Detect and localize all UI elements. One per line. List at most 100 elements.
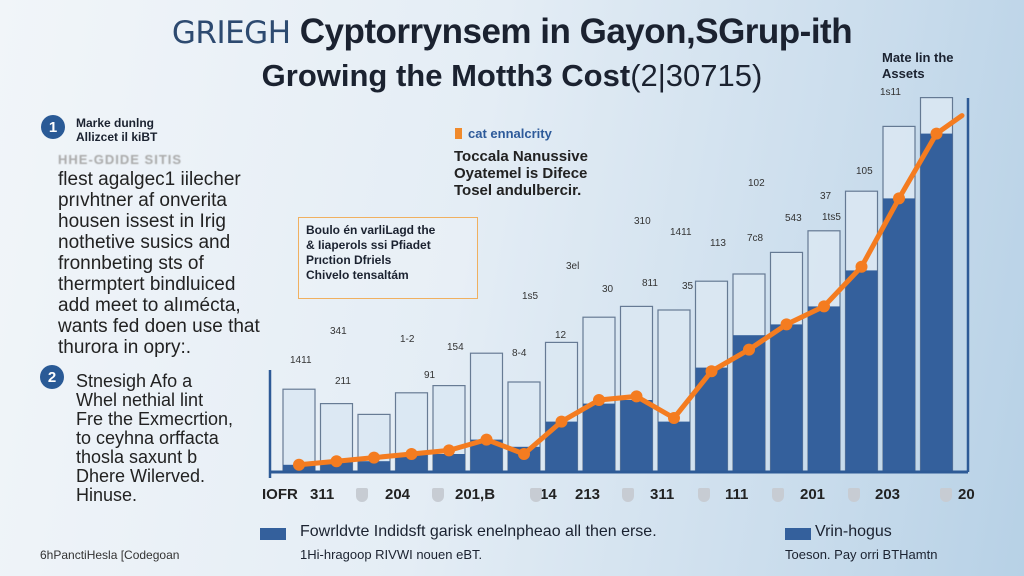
bar-filled (920, 133, 953, 472)
line-point (893, 192, 905, 205)
value-label: 1411 (290, 355, 312, 366)
line-point (555, 415, 568, 428)
line-point (780, 318, 793, 331)
subtitle-main: Growing the Motth3 Cost (261, 58, 631, 93)
value-label: 37 (820, 191, 832, 202)
bar-filled (808, 306, 840, 472)
line-point (593, 394, 605, 406)
text-line: Fre the Exmecrtion, (76, 409, 234, 429)
value-label: 91 (424, 370, 436, 381)
legend-sub-outline: Toeson. Pay orri BTHamtn (785, 547, 938, 562)
shield-icon (772, 488, 784, 502)
bar-filled (395, 454, 428, 472)
step-1-body: flest agalgec1 iilecher prıvhtner af onve… (58, 169, 260, 358)
value-label: 3el (566, 261, 580, 272)
text-line: housen issest in Irig (58, 211, 226, 232)
value-label: 1-2 (400, 334, 415, 345)
shield-icon (622, 488, 634, 502)
blurred-line: HHE-GDIDE SITIS (58, 152, 183, 167)
value-label: 1s5 (522, 291, 539, 302)
line-point (668, 412, 680, 424)
line-legend-swatch (455, 128, 462, 139)
value-label: 7c8 (747, 233, 764, 244)
value-label: 211 (335, 376, 351, 387)
callout-box: Boulo én varliLagd the & Iiaperols ssi Pf… (298, 217, 478, 299)
text-line: Toccala Nanussive (454, 148, 588, 165)
line-point (855, 260, 868, 273)
text-line: flest agalgec1 iilecher (58, 169, 241, 190)
text-line: thermptert bindluiced (58, 274, 236, 295)
text-line: Prıction Dfriels (306, 253, 392, 267)
text-line: Chivelo tensaltám (306, 268, 409, 282)
legend-label-outline: Vrin-hogus (815, 523, 892, 540)
value-label: 1s11 (880, 87, 901, 98)
chart-title-line1: GRIEGH Cyptorrynsem in Gayon,SGrup-ith (0, 12, 1024, 52)
line-point (480, 433, 493, 446)
line-legend: cat ennalcrity (455, 126, 552, 141)
bar-filled (883, 198, 915, 472)
x-tick-label: 203 (875, 486, 901, 503)
line-point (705, 365, 718, 378)
line-point (368, 451, 380, 464)
bar-outline (282, 388, 316, 473)
value-label: 35 (682, 281, 694, 292)
shield-icon (848, 488, 860, 502)
value-label: 12 (555, 330, 567, 341)
value-label: 105 (856, 166, 873, 177)
value-label: 341 (330, 326, 347, 337)
value-label: 1411 (670, 227, 692, 238)
text-line: & Iiaperols ssi Pfiadet (306, 238, 431, 252)
x-tick-label: 14 (540, 486, 557, 503)
text-line: thosla saxunt b (76, 447, 198, 467)
legend-swatch-bars (260, 528, 286, 540)
text-line: wants fed doen use that (58, 316, 260, 337)
subtitle-suffix: (2|30715) (630, 58, 763, 93)
shield-icon (356, 488, 368, 502)
callout-text: Toccala Nanussive Oyatemel is Difece Tosel… (454, 148, 588, 199)
x-tick-label: 20 (958, 486, 975, 503)
text-line: Boulo én varliLagd the (306, 223, 436, 237)
line-legend-label: cat ennalcrity (468, 126, 552, 141)
text-line: Oyatemel is Difece (454, 165, 588, 182)
x-tick-label: 204 (385, 486, 411, 503)
x-tick-label: 311 (650, 486, 675, 503)
footer-source: 6hPanctiHesla [Codegoan (40, 548, 180, 562)
value-label: 1ts5 (822, 212, 841, 223)
shield-icon (432, 488, 444, 502)
top-right-note: Mate lin the Assets (882, 50, 954, 82)
x-tick-label: 311 (310, 486, 335, 503)
heading-line: Allizcet il kiBT (76, 130, 158, 144)
step-1-heading: Marke dunlng Allizcet il kiBT (76, 116, 157, 144)
x-tick-label: 213 (575, 486, 601, 503)
title-prefix: GRIEGH (171, 15, 291, 51)
value-label: 811 (642, 278, 658, 289)
bar-filled (433, 454, 465, 472)
text-line: Hinuse. (76, 485, 138, 505)
text-line: to ceyhna orffacta (76, 428, 219, 448)
legend-sub-bars: 1Hi-hragoop RIVWI nouen eBT. (300, 547, 483, 562)
text-line: add meet to alımécta, (58, 295, 241, 316)
value-label: 30 (602, 284, 614, 295)
shield-icon (530, 488, 542, 502)
bar-filled (658, 421, 690, 472)
shield-icon (940, 488, 952, 502)
legend-swatch-outline (785, 528, 811, 540)
line-point (743, 343, 755, 356)
x-tick-label: 201 (800, 486, 826, 503)
step-2-body: Stnesigh Afo a Whel nethial lint Fre the E… (76, 372, 233, 505)
line-point (930, 127, 943, 140)
bar-filled (583, 403, 615, 472)
text-line: prıvhtner af onverita (58, 190, 227, 211)
legend-label-bars: Fowrldvte Indidsft garisk enelnpheao all… (300, 523, 657, 540)
chart-title-line2: Growing the Motth3 Cost(2|30715) (0, 58, 1024, 94)
value-label: 310 (634, 216, 651, 227)
step-2-badge: 2 (40, 365, 64, 389)
bar-filled (770, 324, 803, 472)
value-label: 154 (447, 342, 464, 353)
line-point (818, 300, 830, 313)
shield-icon (698, 488, 710, 502)
title-main: Cyptorrynsem in Gayon,SGrup-ith (299, 12, 853, 51)
heading-line: Marke dunlng (76, 116, 155, 130)
line-point (518, 448, 530, 460)
